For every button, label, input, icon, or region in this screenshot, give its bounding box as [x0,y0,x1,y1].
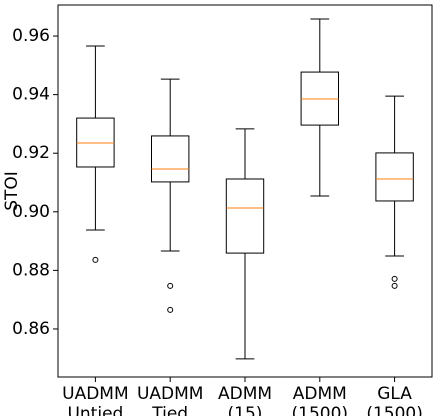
y-axis-label: STOI [2,171,22,211]
flier [167,306,174,313]
box [375,152,414,202]
flier [391,282,398,289]
flier [92,256,99,263]
x-tick-label: UADMM [137,384,204,404]
plot-frame [57,4,433,378]
x-tick-label: ADMM [218,384,272,404]
box [225,178,265,254]
x-tick-label: ADMM [293,384,347,404]
x-tick-label: (1500) [366,404,423,416]
y-tick-label: 0.96 [12,26,50,46]
y-tick-label: 0.94 [12,85,50,105]
flier [167,282,174,289]
flier [391,275,398,282]
y-tick-label: 0.88 [12,260,50,280]
x-tick-label: Tied [151,404,188,416]
y-tick-label: 0.92 [12,143,50,163]
y-tick-label: 0.90 [12,202,50,222]
box [151,135,190,183]
x-tick-label: UADMM [62,384,129,404]
x-tick-label: (1500) [292,404,349,416]
x-tick-label: GLA [377,384,412,404]
y-tick-label: 0.86 [12,319,50,339]
x-tick-label: (15) [228,404,263,416]
x-tick-label: Untied [67,404,123,416]
